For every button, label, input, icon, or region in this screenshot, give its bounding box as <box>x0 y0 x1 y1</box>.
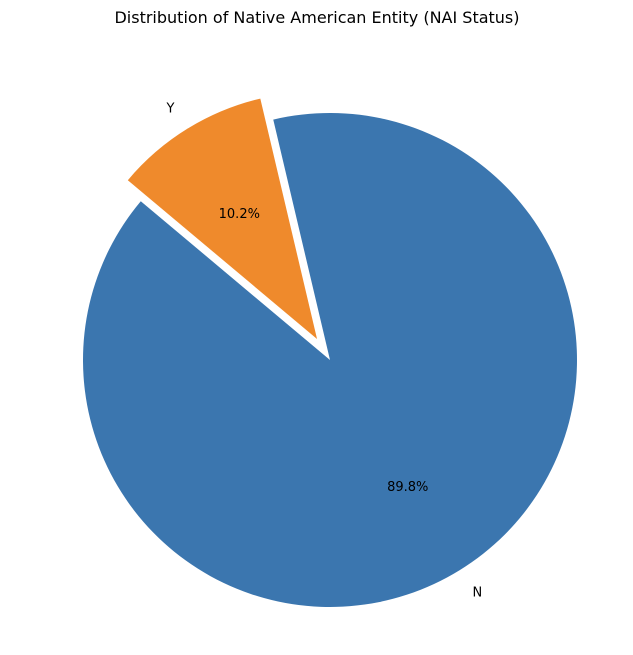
slice-percent-y: 10.2% <box>219 207 260 222</box>
chart-title: Distribution of Native American Entity (… <box>114 8 519 27</box>
slice-label-y: Y <box>166 102 175 117</box>
slice-percent-n: 89.8% <box>387 480 428 495</box>
pie-slice-y <box>127 98 318 339</box>
slice-label-n: N <box>473 585 483 600</box>
pie-slice-n <box>83 113 578 608</box>
